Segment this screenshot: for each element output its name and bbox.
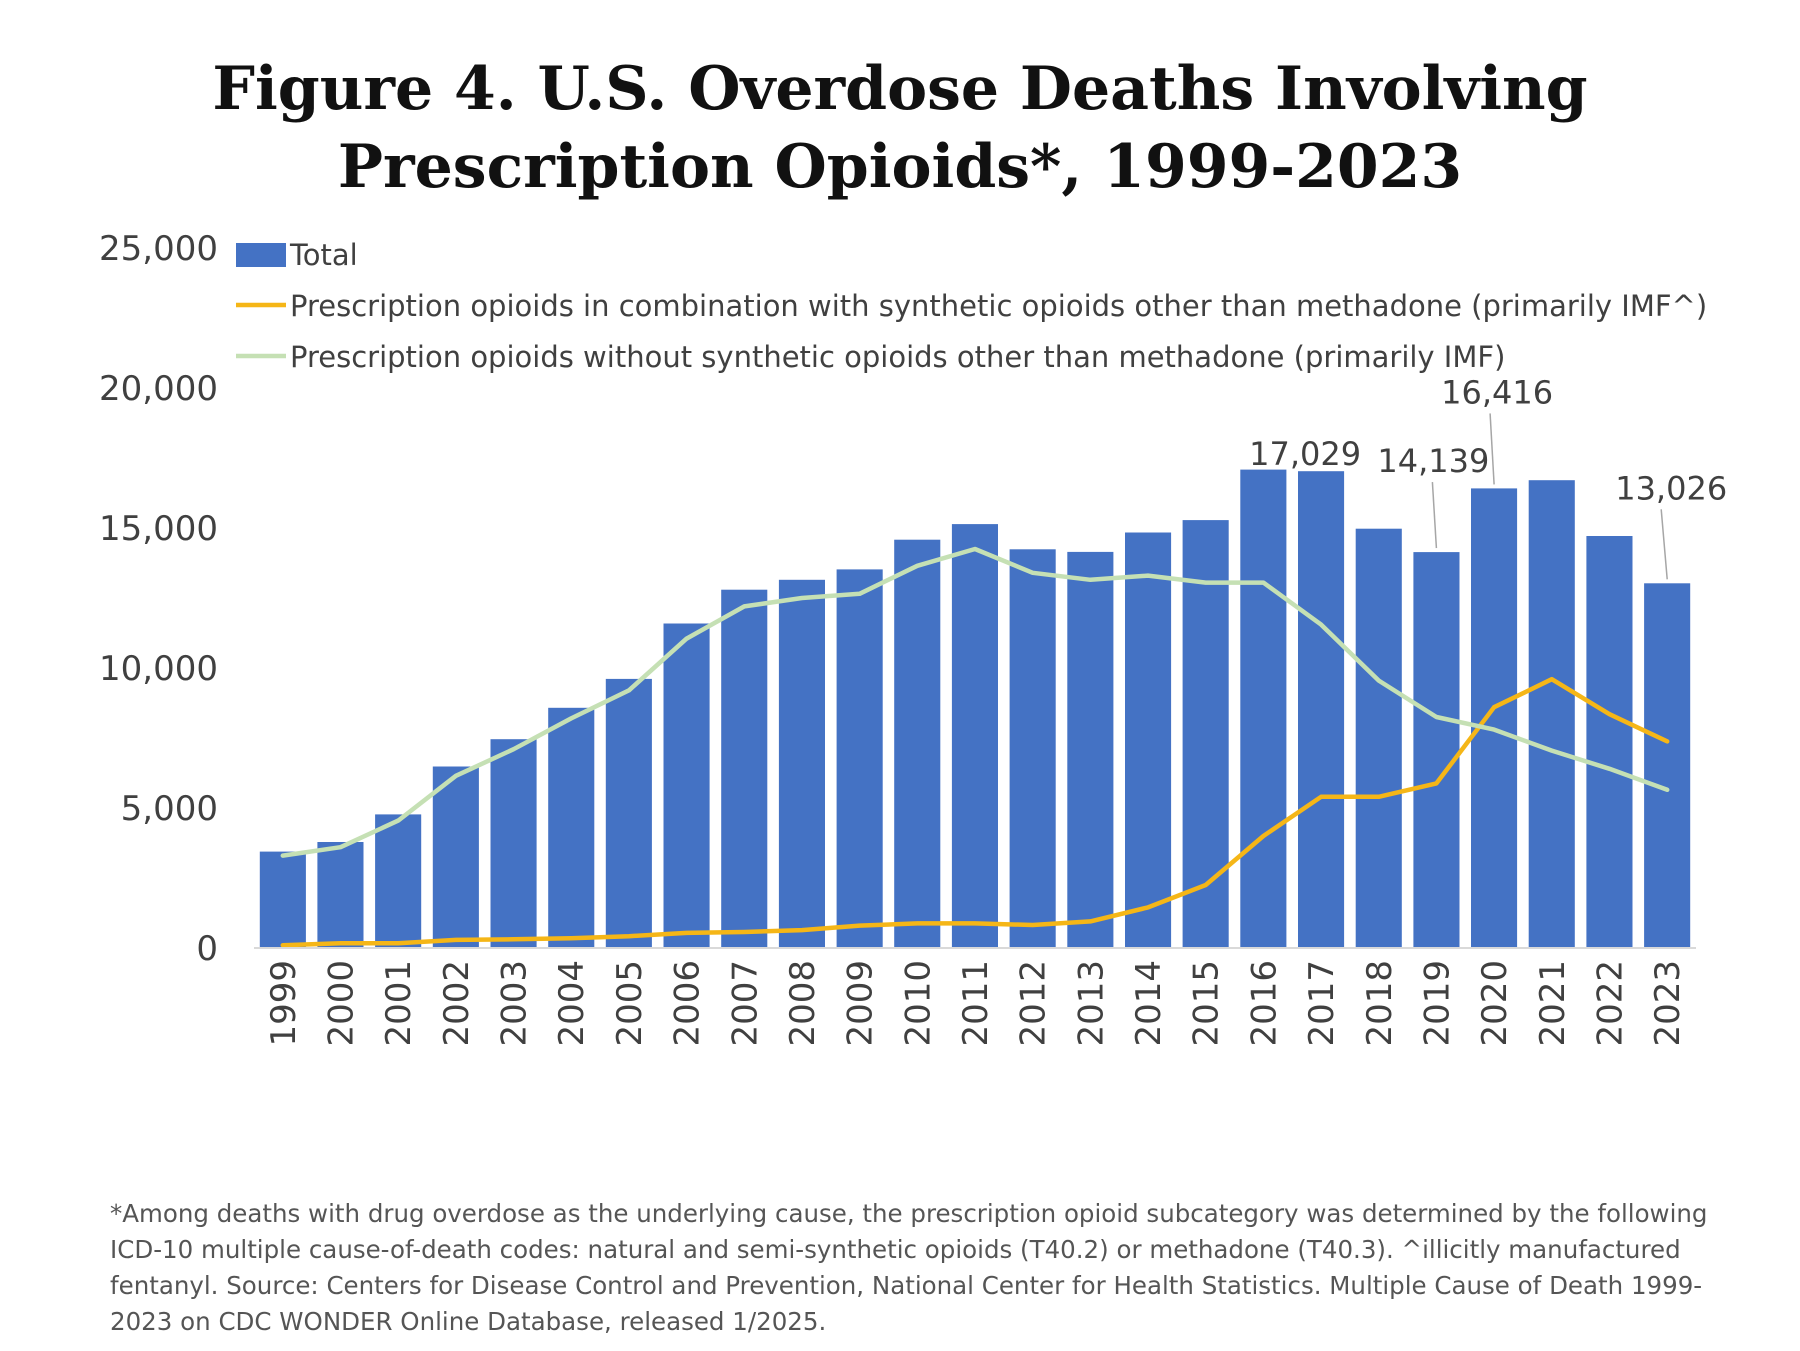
x-tick-label: 2003 — [495, 960, 535, 1047]
bar-2023 — [1644, 583, 1691, 948]
bar-2008 — [778, 579, 825, 948]
x-tick-label: 1999 — [264, 960, 304, 1047]
y-tick-label: 5,000 — [121, 789, 218, 829]
bar-2018 — [1355, 528, 1402, 948]
legend-entry-1: Prescription opioids in combination with… — [290, 289, 1707, 323]
bar-2014 — [1125, 532, 1172, 948]
x-tick-label: 2007 — [725, 960, 765, 1047]
x-tick-label: 2021 — [1533, 960, 1573, 1047]
series-line-2 — [280, 546, 1670, 858]
data-label-leader — [1431, 482, 1438, 549]
x-tick-label: 2012 — [1014, 960, 1054, 1047]
footnote: *Among deaths with drug overdose as the … — [110, 1199, 1708, 1336]
bar-2005 — [605, 678, 652, 948]
data-label-2020: 16,416 — [1441, 373, 1553, 411]
series-line-1 — [280, 676, 1670, 948]
x-tick-label: 2015 — [1187, 960, 1227, 1047]
x-tick-label: 2002 — [437, 960, 477, 1047]
bar-2021 — [1528, 480, 1575, 948]
x-tick-label: 2023 — [1648, 960, 1688, 1047]
bar-1999 — [259, 851, 306, 948]
data-label-leader — [1489, 413, 1495, 485]
bar-2012 — [1009, 549, 1056, 948]
y-tick-label: 25,000 — [99, 229, 218, 269]
x-tick-label: 2017 — [1302, 960, 1342, 1047]
bar-2006 — [663, 623, 710, 948]
data-label-leader — [1660, 509, 1668, 580]
legend-swatch-bar — [236, 243, 286, 267]
legend-entry-0: Total — [289, 238, 358, 272]
data-label-2023: 13,026 — [1615, 469, 1727, 507]
x-tick-label: 2022 — [1591, 960, 1631, 1047]
x-tick-label: 2000 — [322, 960, 362, 1047]
legend-entry-2: Prescription opioids without synthetic o… — [290, 340, 1505, 374]
bar-2007 — [721, 589, 768, 948]
data-labels: 17,029 14,139 16,416 13,026 — [1249, 373, 1727, 580]
bar-2009 — [836, 569, 883, 948]
y-tick-label: 0 — [196, 929, 218, 969]
bar-2000 — [317, 842, 364, 948]
bar-2003 — [490, 739, 537, 948]
x-tick-label: 2001 — [379, 960, 419, 1047]
x-tick-label: 2006 — [668, 960, 708, 1047]
bar-2015 — [1182, 520, 1229, 948]
x-axis-ticks: 1999 2000 2001 2002 2003 2004 2005 2006 2007 2008… — [264, 960, 1688, 1047]
x-tick-label: 2014 — [1129, 960, 1169, 1047]
bar-2011 — [951, 524, 998, 948]
bar-2013 — [1067, 551, 1114, 948]
y-axis-ticks: 0 5,000 10,000 15,000 20,000 25,000 — [99, 229, 218, 969]
x-tick-label: 2020 — [1475, 960, 1515, 1047]
bar-2002 — [432, 766, 479, 948]
y-tick-label: 10,000 — [99, 649, 218, 689]
bar-2022 — [1586, 536, 1633, 948]
bar-2016 — [1240, 469, 1287, 948]
data-label-2017: 17,029 — [1249, 435, 1361, 473]
bar-2020 — [1471, 488, 1518, 948]
x-tick-label: 2009 — [841, 960, 881, 1047]
x-tick-label: 2008 — [783, 960, 823, 1047]
bar-2001 — [375, 814, 422, 948]
bar-2019 — [1413, 552, 1460, 948]
y-tick-label: 20,000 — [99, 369, 218, 409]
x-tick-label: 2005 — [610, 960, 650, 1047]
x-tick-label: 2013 — [1071, 960, 1111, 1047]
bar-2017 — [1298, 471, 1345, 948]
data-label-2019: 14,139 — [1377, 442, 1489, 480]
lines-layer — [280, 546, 1670, 948]
chart-title: Figure 4. U.S. Overdose Deaths Involving… — [212, 54, 1588, 202]
y-tick-label: 15,000 — [99, 509, 218, 549]
x-tick-label: 2004 — [552, 960, 592, 1047]
x-tick-label: 2011 — [956, 960, 996, 1047]
bars-layer — [259, 469, 1691, 948]
x-tick-label: 2010 — [898, 960, 938, 1047]
bar-2004 — [548, 707, 595, 948]
x-tick-label: 2018 — [1360, 960, 1400, 1047]
bar-2010 — [894, 539, 941, 948]
x-tick-label: 2016 — [1244, 960, 1284, 1047]
legend: Total Prescription opioids in combination… — [236, 238, 1707, 374]
x-tick-label: 2019 — [1417, 960, 1457, 1047]
